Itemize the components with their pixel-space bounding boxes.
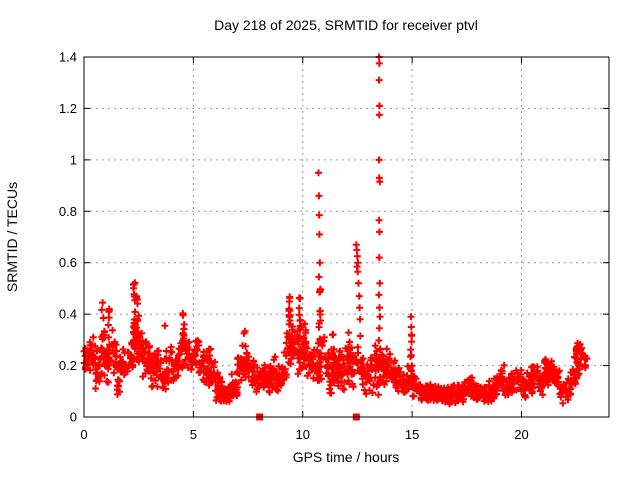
y-tick-label: 1.2 bbox=[59, 101, 77, 116]
y-axis-label: SRMTID / TECUs bbox=[4, 182, 20, 292]
x-tick-label: 15 bbox=[405, 427, 419, 442]
y-tick-label: 0 bbox=[70, 410, 77, 425]
y-tick-label: 0.4 bbox=[59, 307, 77, 322]
chart-layers: 0 5 10 15 20 0 0.2 0.4 0.6 0.8 1 1.2 1.4 bbox=[59, 50, 609, 442]
y-tick-label: 0.2 bbox=[59, 358, 77, 373]
chart-title: Day 218 of 2025, SRMTID for receiver ptv… bbox=[214, 17, 478, 33]
scatter-points-srmtid bbox=[80, 53, 591, 408]
y-tick-labels: 0 0.2 0.4 0.6 0.8 1 1.2 1.4 bbox=[59, 50, 77, 425]
x-tick-label: 10 bbox=[296, 427, 310, 442]
x-axis-label: GPS time / hours bbox=[293, 449, 400, 465]
x-tick-labels: 0 5 10 15 20 bbox=[80, 427, 528, 442]
x-tick-label: 5 bbox=[190, 427, 197, 442]
y-tick-label: 1.4 bbox=[59, 50, 77, 65]
y-tick-label: 1 bbox=[70, 152, 77, 167]
x-tick-label: 0 bbox=[80, 427, 87, 442]
y-tick-label: 0.6 bbox=[59, 255, 77, 270]
x-tick-label: 20 bbox=[514, 427, 528, 442]
plot-border bbox=[83, 56, 610, 418]
y-tick-label: 0.8 bbox=[59, 204, 77, 219]
